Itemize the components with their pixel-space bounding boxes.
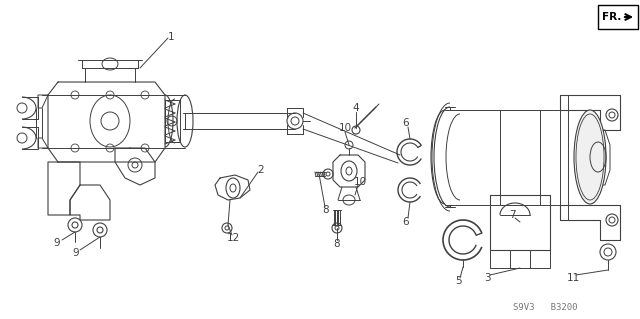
FancyBboxPatch shape	[598, 5, 638, 29]
Text: 8: 8	[323, 205, 330, 215]
Text: 3: 3	[484, 273, 490, 283]
Text: 2: 2	[258, 165, 264, 175]
Text: 7: 7	[509, 210, 515, 220]
Text: 6: 6	[403, 217, 410, 227]
Text: 6: 6	[403, 118, 410, 128]
Text: 8: 8	[333, 239, 340, 249]
Text: 10: 10	[339, 123, 351, 133]
Text: S9V3   B3200: S9V3 B3200	[513, 303, 577, 313]
Text: 10: 10	[353, 177, 367, 187]
Text: 9: 9	[54, 238, 60, 248]
Text: 9: 9	[73, 248, 79, 258]
Text: 11: 11	[566, 273, 580, 283]
Text: 4: 4	[353, 103, 359, 113]
Text: 1: 1	[168, 32, 174, 42]
Text: 12: 12	[227, 233, 239, 243]
Ellipse shape	[574, 110, 606, 204]
Text: FR.: FR.	[602, 12, 621, 22]
Text: 5: 5	[454, 276, 461, 286]
